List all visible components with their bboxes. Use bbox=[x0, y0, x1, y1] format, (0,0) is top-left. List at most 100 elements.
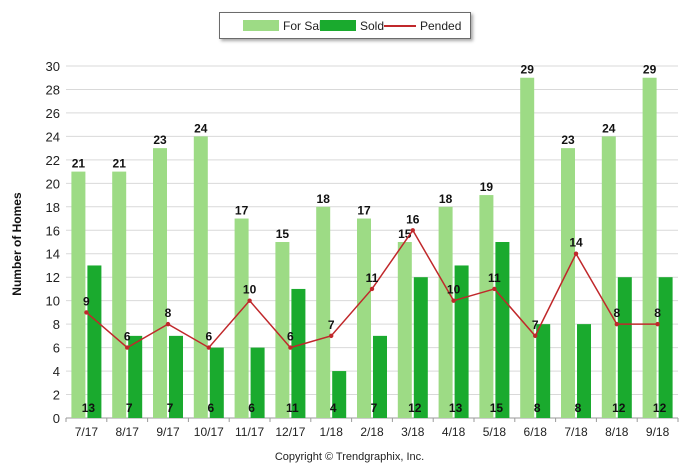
data-label-sold: 12 bbox=[612, 401, 626, 415]
x-tick-label: 5/18 bbox=[483, 425, 507, 439]
bar-sold bbox=[617, 277, 632, 418]
point-pended bbox=[247, 298, 252, 303]
bar-sold bbox=[209, 347, 224, 418]
bar-for-sale bbox=[112, 171, 127, 418]
bar-for-sale bbox=[357, 218, 371, 418]
y-tick-label: 16 bbox=[46, 223, 60, 238]
x-tick-label: 2/18 bbox=[360, 425, 384, 439]
y-tick-label: 24 bbox=[46, 129, 60, 144]
bar-for-sale bbox=[642, 77, 657, 418]
y-tick-label: 6 bbox=[53, 341, 60, 356]
x-tick-label: 8/17 bbox=[116, 425, 140, 439]
x-tick-label: 10/17 bbox=[194, 425, 224, 439]
y-tick-label: 14 bbox=[46, 247, 60, 262]
point-pended bbox=[573, 251, 579, 256]
data-label-sold: 11 bbox=[286, 401, 299, 415]
data-label-sold: 13 bbox=[82, 401, 96, 415]
data-label-sold: 7 bbox=[167, 401, 174, 415]
legend-item-for-sale: For Sale bbox=[243, 19, 328, 33]
legend: For Sale Sold Pended bbox=[219, 12, 471, 39]
data-label-for-sale: 18 bbox=[439, 192, 453, 206]
legend-swatch-sold bbox=[320, 20, 356, 31]
data-label-for-sale: 24 bbox=[194, 121, 208, 135]
point-pended bbox=[533, 333, 538, 339]
bar-for-sale bbox=[601, 136, 616, 418]
bar-sold bbox=[169, 335, 183, 418]
x-tick-label: 12/17 bbox=[275, 425, 305, 439]
bar-sold bbox=[536, 324, 551, 418]
data-label-pended: 10 bbox=[447, 283, 461, 297]
data-label-pended: 14 bbox=[569, 236, 583, 250]
y-tick-label: 30 bbox=[46, 59, 60, 74]
data-label-for-sale: 17 bbox=[357, 204, 371, 218]
data-label-pended: 9 bbox=[83, 294, 90, 308]
bar-sold bbox=[658, 277, 673, 418]
x-tick-label: 9/17 bbox=[156, 425, 180, 439]
y-tick-label: 26 bbox=[46, 106, 60, 121]
data-label-sold: 8 bbox=[575, 401, 582, 415]
data-label-sold: 6 bbox=[207, 401, 214, 415]
data-label-pended: 8 bbox=[165, 306, 172, 320]
bar-for-sale bbox=[561, 148, 575, 418]
bar-for-sale bbox=[71, 171, 86, 418]
point-pended bbox=[206, 345, 211, 350]
point-pended bbox=[165, 321, 171, 327]
bar-sold bbox=[373, 335, 387, 418]
bar-for-sale bbox=[520, 77, 535, 418]
point-pended bbox=[655, 321, 660, 327]
data-label-sold: 12 bbox=[408, 401, 422, 415]
point-pended bbox=[451, 298, 456, 303]
data-label-pended: 6 bbox=[287, 330, 294, 344]
bar-sold bbox=[332, 371, 347, 418]
x-tick-label: 6/18 bbox=[524, 425, 548, 439]
y-tick-label: 28 bbox=[46, 82, 60, 97]
y-tick-label: 4 bbox=[53, 364, 60, 379]
bar-sold bbox=[577, 324, 591, 418]
data-label-sold: 13 bbox=[449, 401, 463, 415]
data-label-sold: 8 bbox=[534, 401, 541, 415]
data-label-for-sale: 29 bbox=[521, 63, 535, 77]
bar-sold bbox=[87, 265, 102, 418]
legend-label-sold: Sold bbox=[360, 19, 385, 33]
x-tick-label: 1/18 bbox=[320, 425, 344, 439]
data-label-for-sale: 23 bbox=[561, 133, 575, 147]
x-tick-label: 4/18 bbox=[442, 425, 466, 439]
point-pended bbox=[125, 345, 130, 350]
data-label-for-sale: 29 bbox=[643, 63, 657, 77]
legend-item-pended: Pended bbox=[384, 19, 461, 33]
copyright-text: Copyright © Trendgraphix, Inc. bbox=[274, 451, 425, 463]
data-label-pended: 8 bbox=[654, 306, 661, 320]
bar-sold bbox=[495, 242, 510, 418]
y-tick-label: 22 bbox=[46, 153, 60, 168]
data-label-for-sale: 21 bbox=[113, 157, 127, 171]
point-pended bbox=[369, 286, 375, 292]
data-label-for-sale: 17 bbox=[235, 204, 249, 218]
bar-sold bbox=[250, 347, 265, 418]
legend-label-for-sale: For Sale bbox=[283, 19, 329, 33]
legend-label-pended: Pended bbox=[420, 19, 462, 33]
legend-swatch-for-sale bbox=[243, 20, 279, 31]
data-label-pended: 7 bbox=[328, 318, 335, 332]
data-label-sold: 4 bbox=[330, 401, 337, 415]
bar-for-sale bbox=[275, 242, 290, 418]
y-tick-label: 18 bbox=[46, 200, 60, 215]
y-tick-label: 20 bbox=[46, 176, 60, 191]
legend-swatch-pended bbox=[384, 25, 416, 27]
x-tick-label: 7/18 bbox=[564, 425, 588, 439]
x-tick-label: 3/18 bbox=[401, 425, 425, 439]
data-label-for-sale: 21 bbox=[72, 157, 86, 171]
x-tick-label: 8/18 bbox=[605, 425, 629, 439]
bar-for-sale bbox=[438, 206, 453, 418]
data-label-pended: 16 bbox=[406, 212, 420, 226]
data-label-sold: 12 bbox=[653, 401, 667, 415]
point-pended bbox=[329, 333, 334, 339]
data-label-for-sale: 23 bbox=[153, 133, 167, 147]
bar-for-sale bbox=[479, 195, 494, 418]
bar-for-sale bbox=[234, 218, 249, 418]
point-pended bbox=[84, 310, 89, 315]
point-pended bbox=[614, 321, 619, 327]
y-tick-label: 2 bbox=[53, 388, 60, 403]
point-pended bbox=[492, 286, 497, 292]
data-label-sold: 15 bbox=[490, 401, 504, 415]
y-tick-label: 12 bbox=[46, 270, 60, 285]
